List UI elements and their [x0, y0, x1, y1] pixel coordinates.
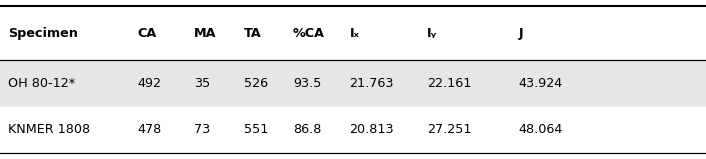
- Text: TA: TA: [244, 27, 261, 40]
- Text: 48.064: 48.064: [519, 123, 563, 136]
- Text: 35: 35: [194, 77, 210, 90]
- Text: Iₓ: Iₓ: [349, 27, 359, 40]
- Text: 526: 526: [244, 77, 268, 90]
- Bar: [0, 60, 706, 107]
- Text: 20.813: 20.813: [349, 123, 394, 136]
- Text: OH 80-12*: OH 80-12*: [8, 77, 76, 90]
- Text: 73: 73: [194, 123, 210, 136]
- Text: 43.924: 43.924: [519, 77, 563, 90]
- Text: KNMER 1808: KNMER 1808: [8, 123, 90, 136]
- Text: 22.161: 22.161: [427, 77, 472, 90]
- Text: Iᵧ: Iᵧ: [427, 27, 437, 40]
- Text: 492: 492: [138, 77, 162, 90]
- Text: 93.5: 93.5: [293, 77, 321, 90]
- Text: CA: CA: [138, 27, 157, 40]
- Text: J: J: [519, 27, 524, 40]
- Text: 27.251: 27.251: [427, 123, 472, 136]
- Text: MA: MA: [194, 27, 217, 40]
- Text: %CA: %CA: [293, 27, 325, 40]
- Text: Specimen: Specimen: [8, 27, 78, 40]
- Text: 21.763: 21.763: [349, 77, 394, 90]
- Bar: [0, 107, 706, 153]
- Text: 551: 551: [244, 123, 268, 136]
- Text: 478: 478: [138, 123, 162, 136]
- Text: 86.8: 86.8: [293, 123, 321, 136]
